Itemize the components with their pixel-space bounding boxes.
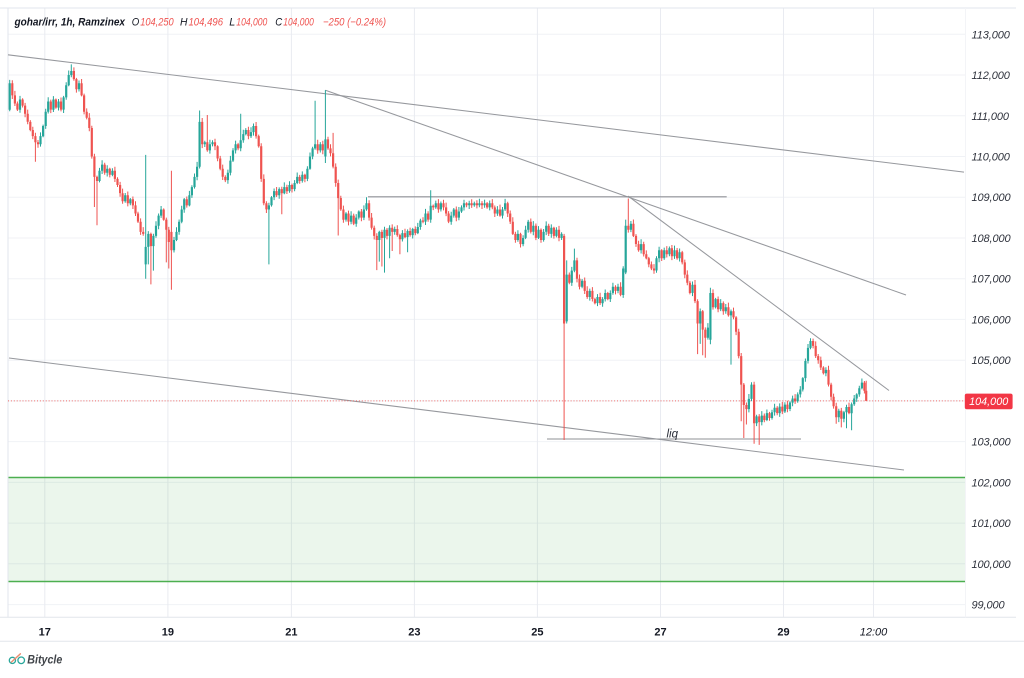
svg-text:gohar/irr, 1h, Ramzinex: gohar/irr, 1h, Ramzinex bbox=[14, 17, 126, 29]
svg-text:110,000: 110,000 bbox=[972, 152, 1011, 164]
svg-text:104,496: 104,496 bbox=[189, 17, 224, 29]
svg-text:17: 17 bbox=[39, 627, 51, 639]
svg-text:29: 29 bbox=[777, 627, 789, 639]
svg-text:111,000: 111,000 bbox=[972, 111, 1010, 123]
svg-text:113,000: 113,000 bbox=[972, 29, 1011, 41]
svg-text:109,000: 109,000 bbox=[972, 192, 1012, 204]
svg-text:104,000: 104,000 bbox=[969, 396, 1008, 408]
svg-text:102,000: 102,000 bbox=[972, 477, 1012, 489]
svg-text:liq: liq bbox=[667, 429, 679, 441]
svg-text:Bitycle: Bitycle bbox=[27, 653, 62, 667]
svg-text:105,000: 105,000 bbox=[972, 355, 1012, 367]
svg-text:103,000: 103,000 bbox=[972, 437, 1012, 449]
svg-text:19: 19 bbox=[162, 627, 174, 639]
svg-text:23: 23 bbox=[408, 627, 420, 639]
svg-text:27: 27 bbox=[654, 627, 666, 639]
svg-text:25: 25 bbox=[531, 627, 543, 639]
svg-text:104,250: 104,250 bbox=[140, 17, 174, 29]
svg-text:H: H bbox=[180, 17, 188, 29]
svg-text:106,000: 106,000 bbox=[972, 314, 1012, 326]
svg-text:101,000: 101,000 bbox=[972, 518, 1012, 530]
svg-text:12:00: 12:00 bbox=[860, 627, 888, 639]
svg-text:112,000: 112,000 bbox=[972, 70, 1011, 82]
svg-text:100,000: 100,000 bbox=[972, 559, 1012, 571]
svg-text:21: 21 bbox=[285, 627, 297, 639]
svg-text:104,000: 104,000 bbox=[236, 17, 267, 29]
svg-text:108,000: 108,000 bbox=[972, 233, 1012, 245]
svg-text:C: C bbox=[275, 17, 282, 29]
svg-text:99,000: 99,000 bbox=[972, 600, 1006, 612]
svg-text:104,000: 104,000 bbox=[283, 17, 314, 29]
svg-text:L: L bbox=[229, 17, 235, 29]
svg-text:−250 (−0.24%): −250 (−0.24%) bbox=[323, 17, 386, 29]
svg-text:107,000: 107,000 bbox=[972, 274, 1012, 286]
svg-text:O: O bbox=[132, 17, 140, 29]
